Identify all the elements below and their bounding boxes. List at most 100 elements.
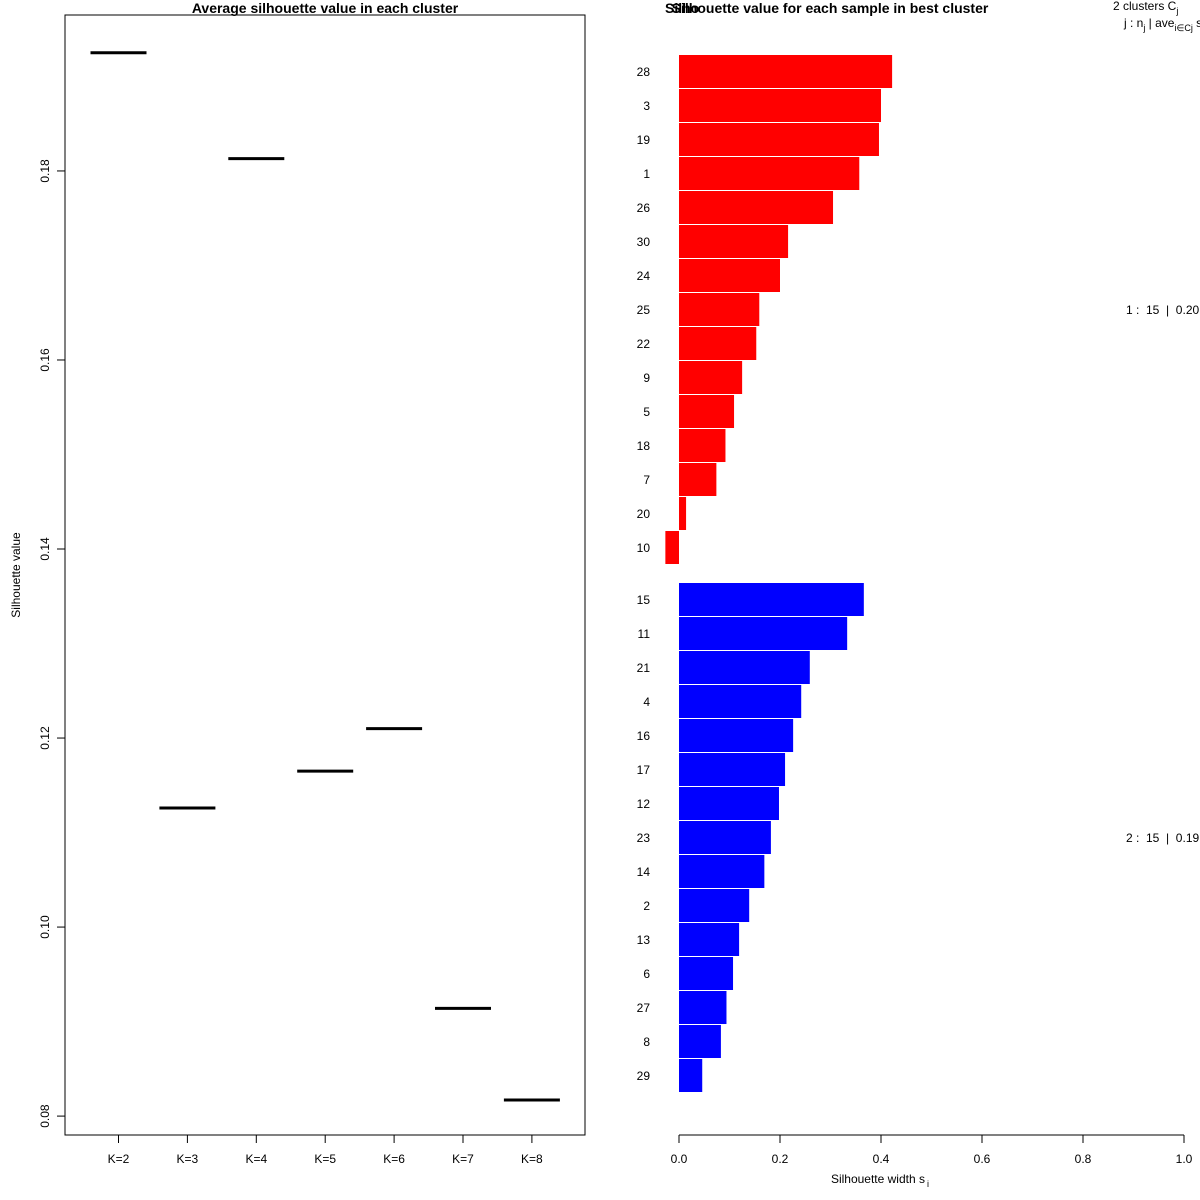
sample-silhouette-panel: Silhouette value for each sample in best… bbox=[637, 0, 1200, 1189]
cluster-summary: 1 : 15 | 0.20 bbox=[1126, 303, 1199, 317]
sample-label: 28 bbox=[637, 65, 651, 79]
left-x-axis: K=2 K=3 K=4 K=5 K=6 K=7 K=8 bbox=[108, 1135, 543, 1166]
silhouette-bar bbox=[679, 855, 765, 888]
sample-label: 15 bbox=[637, 593, 651, 607]
silhouette-bar bbox=[679, 89, 881, 122]
sample-label: 9 bbox=[643, 371, 650, 385]
avg-silhouette-panel: Average silhouette value in each cluster… bbox=[9, 0, 586, 1166]
cluster-summary: 2 : 15 | 0.19 bbox=[1126, 831, 1199, 845]
silhouette-bar bbox=[679, 123, 879, 156]
sample-label: 2 bbox=[643, 899, 650, 913]
silhouette-bar bbox=[679, 651, 810, 684]
sample-label: 16 bbox=[637, 729, 651, 743]
sample-label: 1 bbox=[643, 167, 650, 181]
right-x-tick-label: 0.4 bbox=[873, 1152, 890, 1166]
right-x-tick-label: 0.8 bbox=[1075, 1152, 1092, 1166]
sample-label: 18 bbox=[637, 439, 651, 453]
silhouette-bar bbox=[679, 957, 734, 990]
sample-label: 8 bbox=[643, 1035, 650, 1049]
sample-label: 14 bbox=[637, 865, 651, 879]
sample-label: 3 bbox=[643, 99, 650, 113]
silhouette-bar bbox=[679, 327, 757, 360]
left-x-tick-label: K=2 bbox=[108, 1152, 130, 1166]
sample-label: 30 bbox=[637, 235, 651, 249]
right-x-axis-label: Silhouette width s bbox=[831, 1172, 925, 1186]
silhouette-bar bbox=[679, 719, 794, 752]
sample-labels: 2831912630242522951872010151121416171223… bbox=[637, 65, 651, 1083]
right-x-tick-label: 0.2 bbox=[772, 1152, 789, 1166]
left-x-tick-label: K=7 bbox=[452, 1152, 474, 1166]
sample-label: 27 bbox=[637, 1001, 651, 1015]
left-x-tick-label: K=3 bbox=[177, 1152, 199, 1166]
silhouette-bar bbox=[679, 225, 789, 258]
left-y-tick-label: 0.18 bbox=[38, 159, 52, 183]
silhouette-bar bbox=[679, 787, 779, 820]
silhouette-bar bbox=[679, 685, 802, 718]
sample-label: 4 bbox=[643, 695, 650, 709]
sample-label: 10 bbox=[637, 541, 651, 555]
sample-label: 12 bbox=[637, 797, 651, 811]
left-y-tick-label: 0.14 bbox=[38, 537, 52, 561]
silhouette-bar bbox=[679, 497, 687, 530]
silhouette-bar bbox=[679, 395, 735, 428]
legend-header-line1: 2 clusters Cj bbox=[1113, 0, 1178, 16]
sample-label: 23 bbox=[637, 831, 651, 845]
sample-label: 5 bbox=[643, 405, 650, 419]
sample-label: 21 bbox=[637, 661, 651, 675]
silhouette-bars bbox=[665, 55, 893, 1092]
sample-label: 7 bbox=[643, 473, 650, 487]
left-y-tick-label: 0.10 bbox=[38, 915, 52, 939]
silhouette-bar bbox=[679, 753, 786, 786]
left-plot-frame bbox=[64, 14, 586, 1136]
sample-label: 29 bbox=[637, 1069, 651, 1083]
silhouette-bar bbox=[679, 191, 834, 224]
sample-label: 22 bbox=[637, 337, 651, 351]
left-y-axis: 0.08 0.10 0.12 0.14 0.16 0.18 bbox=[38, 159, 65, 1128]
silhouette-bar bbox=[679, 1025, 721, 1058]
silhouette-bar bbox=[679, 1059, 703, 1092]
left-y-axis-label: Silhouette value bbox=[9, 532, 23, 618]
left-chart-title: Average silhouette value in each cluster bbox=[192, 0, 459, 16]
silhouette-bar bbox=[679, 923, 740, 956]
silhouette-bar bbox=[679, 991, 727, 1024]
silhouette-bar bbox=[679, 293, 760, 326]
sample-label: 17 bbox=[637, 763, 651, 777]
legend-header-line2: j : nj | avei∈Cj si bbox=[1123, 16, 1200, 33]
right-x-tick-label: 0.6 bbox=[974, 1152, 991, 1166]
left-y-tick-label: 0.12 bbox=[38, 726, 52, 750]
right-x-axis-label-subscript: i bbox=[927, 1179, 929, 1189]
sample-label: 25 bbox=[637, 303, 651, 317]
silhouette-bar bbox=[679, 55, 893, 88]
silhouette-bar bbox=[679, 259, 780, 292]
left-x-tick-label: K=5 bbox=[314, 1152, 336, 1166]
right-chart-title: Silhouette value for each sample in best… bbox=[672, 0, 989, 16]
silhouette-bar bbox=[679, 361, 743, 394]
right-x-tick-label: 1.0 bbox=[1176, 1152, 1193, 1166]
left-x-tick-label: K=4 bbox=[245, 1152, 267, 1166]
sample-label: 6 bbox=[643, 967, 650, 981]
sample-label: 26 bbox=[637, 201, 651, 215]
left-series-marks bbox=[90, 51, 560, 1102]
sample-label: 13 bbox=[637, 933, 651, 947]
silhouette-bar bbox=[679, 889, 750, 922]
left-x-tick-label: K=8 bbox=[521, 1152, 543, 1166]
silhouette-bar bbox=[679, 617, 848, 650]
sample-label: 24 bbox=[637, 269, 651, 283]
right-title-overlap: Silho bbox=[665, 0, 699, 16]
sample-label: 20 bbox=[637, 507, 651, 521]
left-y-tick-label: 0.16 bbox=[38, 348, 52, 372]
sample-label: 11 bbox=[638, 627, 651, 641]
silhouette-bar bbox=[679, 157, 860, 190]
cluster-legend: 1 : 15 | 0.20 2 : 15 | 0.19 2 clusters Cjj… bbox=[1113, 0, 1200, 845]
silhouette-bar bbox=[679, 463, 717, 496]
left-y-tick-label: 0.08 bbox=[38, 1104, 52, 1128]
silhouette-bar bbox=[665, 531, 679, 564]
silhouette-bar bbox=[679, 583, 864, 616]
silhouette-bar bbox=[679, 821, 771, 854]
right-x-axis: 0.0 0.2 0.4 0.6 0.8 1.0 bbox=[671, 1134, 1193, 1166]
sample-label: 19 bbox=[637, 133, 651, 147]
silhouette-bar bbox=[679, 429, 726, 462]
left-x-tick-label: K=6 bbox=[383, 1152, 405, 1166]
right-x-tick-label: 0.0 bbox=[671, 1152, 688, 1166]
